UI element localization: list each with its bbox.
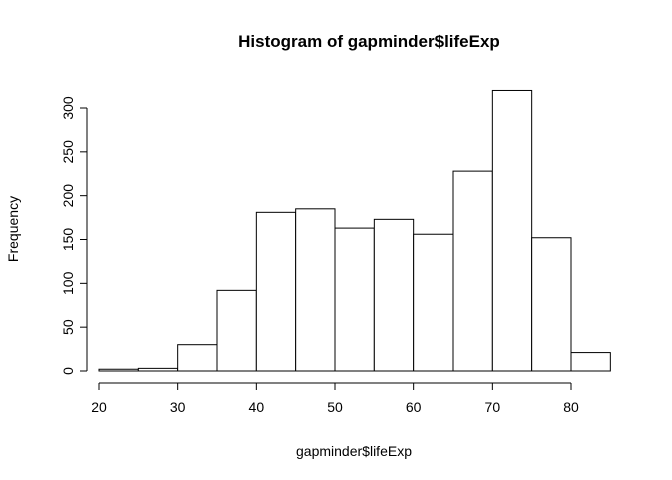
y-axis-tick-label: 0 xyxy=(60,367,76,375)
y-axis-tick-label: 300 xyxy=(60,96,76,120)
histogram-bar xyxy=(413,233,454,372)
chart-title: Histogram of gapminder$lifeExp xyxy=(238,32,500,51)
histogram-bar xyxy=(216,289,257,372)
histogram-bar xyxy=(137,367,179,372)
histogram-bar xyxy=(452,170,493,372)
histogram-bar xyxy=(531,237,572,372)
x-axis-tick-label: 20 xyxy=(91,399,107,415)
histogram-bar xyxy=(255,211,297,372)
histogram-bar xyxy=(334,227,375,372)
y-axis-tick-label: 200 xyxy=(60,184,76,208)
histogram-bar xyxy=(98,368,139,372)
histogram-bar xyxy=(373,218,415,372)
histogram-bar xyxy=(177,344,218,372)
histogram-bar xyxy=(295,208,336,372)
x-axis-tick-label: 80 xyxy=(563,399,579,415)
y-axis-label: Frequency xyxy=(5,196,21,262)
y-axis-tick-label: 250 xyxy=(60,140,76,164)
y-axis: 0 50 100 150 200 250 300 xyxy=(60,96,88,375)
x-axis-label: gapminder$lifeExp xyxy=(296,443,412,459)
y-axis-tick-label: 50 xyxy=(60,319,76,335)
histogram-bar xyxy=(570,352,611,372)
x-axis-tick-label: 30 xyxy=(170,399,186,415)
x-axis-tick-label: 50 xyxy=(327,399,343,415)
y-axis-tick-label: 100 xyxy=(60,271,76,295)
y-axis-tick-label: 150 xyxy=(60,228,76,252)
histogram-bar xyxy=(491,89,533,372)
x-axis-tick-label: 70 xyxy=(485,399,501,415)
histogram-bars xyxy=(98,89,611,372)
x-axis-tick-label: 40 xyxy=(249,399,265,415)
x-axis-tick-label: 60 xyxy=(406,399,422,415)
x-axis: 20 30 40 50 60 70 80 xyxy=(91,382,579,415)
